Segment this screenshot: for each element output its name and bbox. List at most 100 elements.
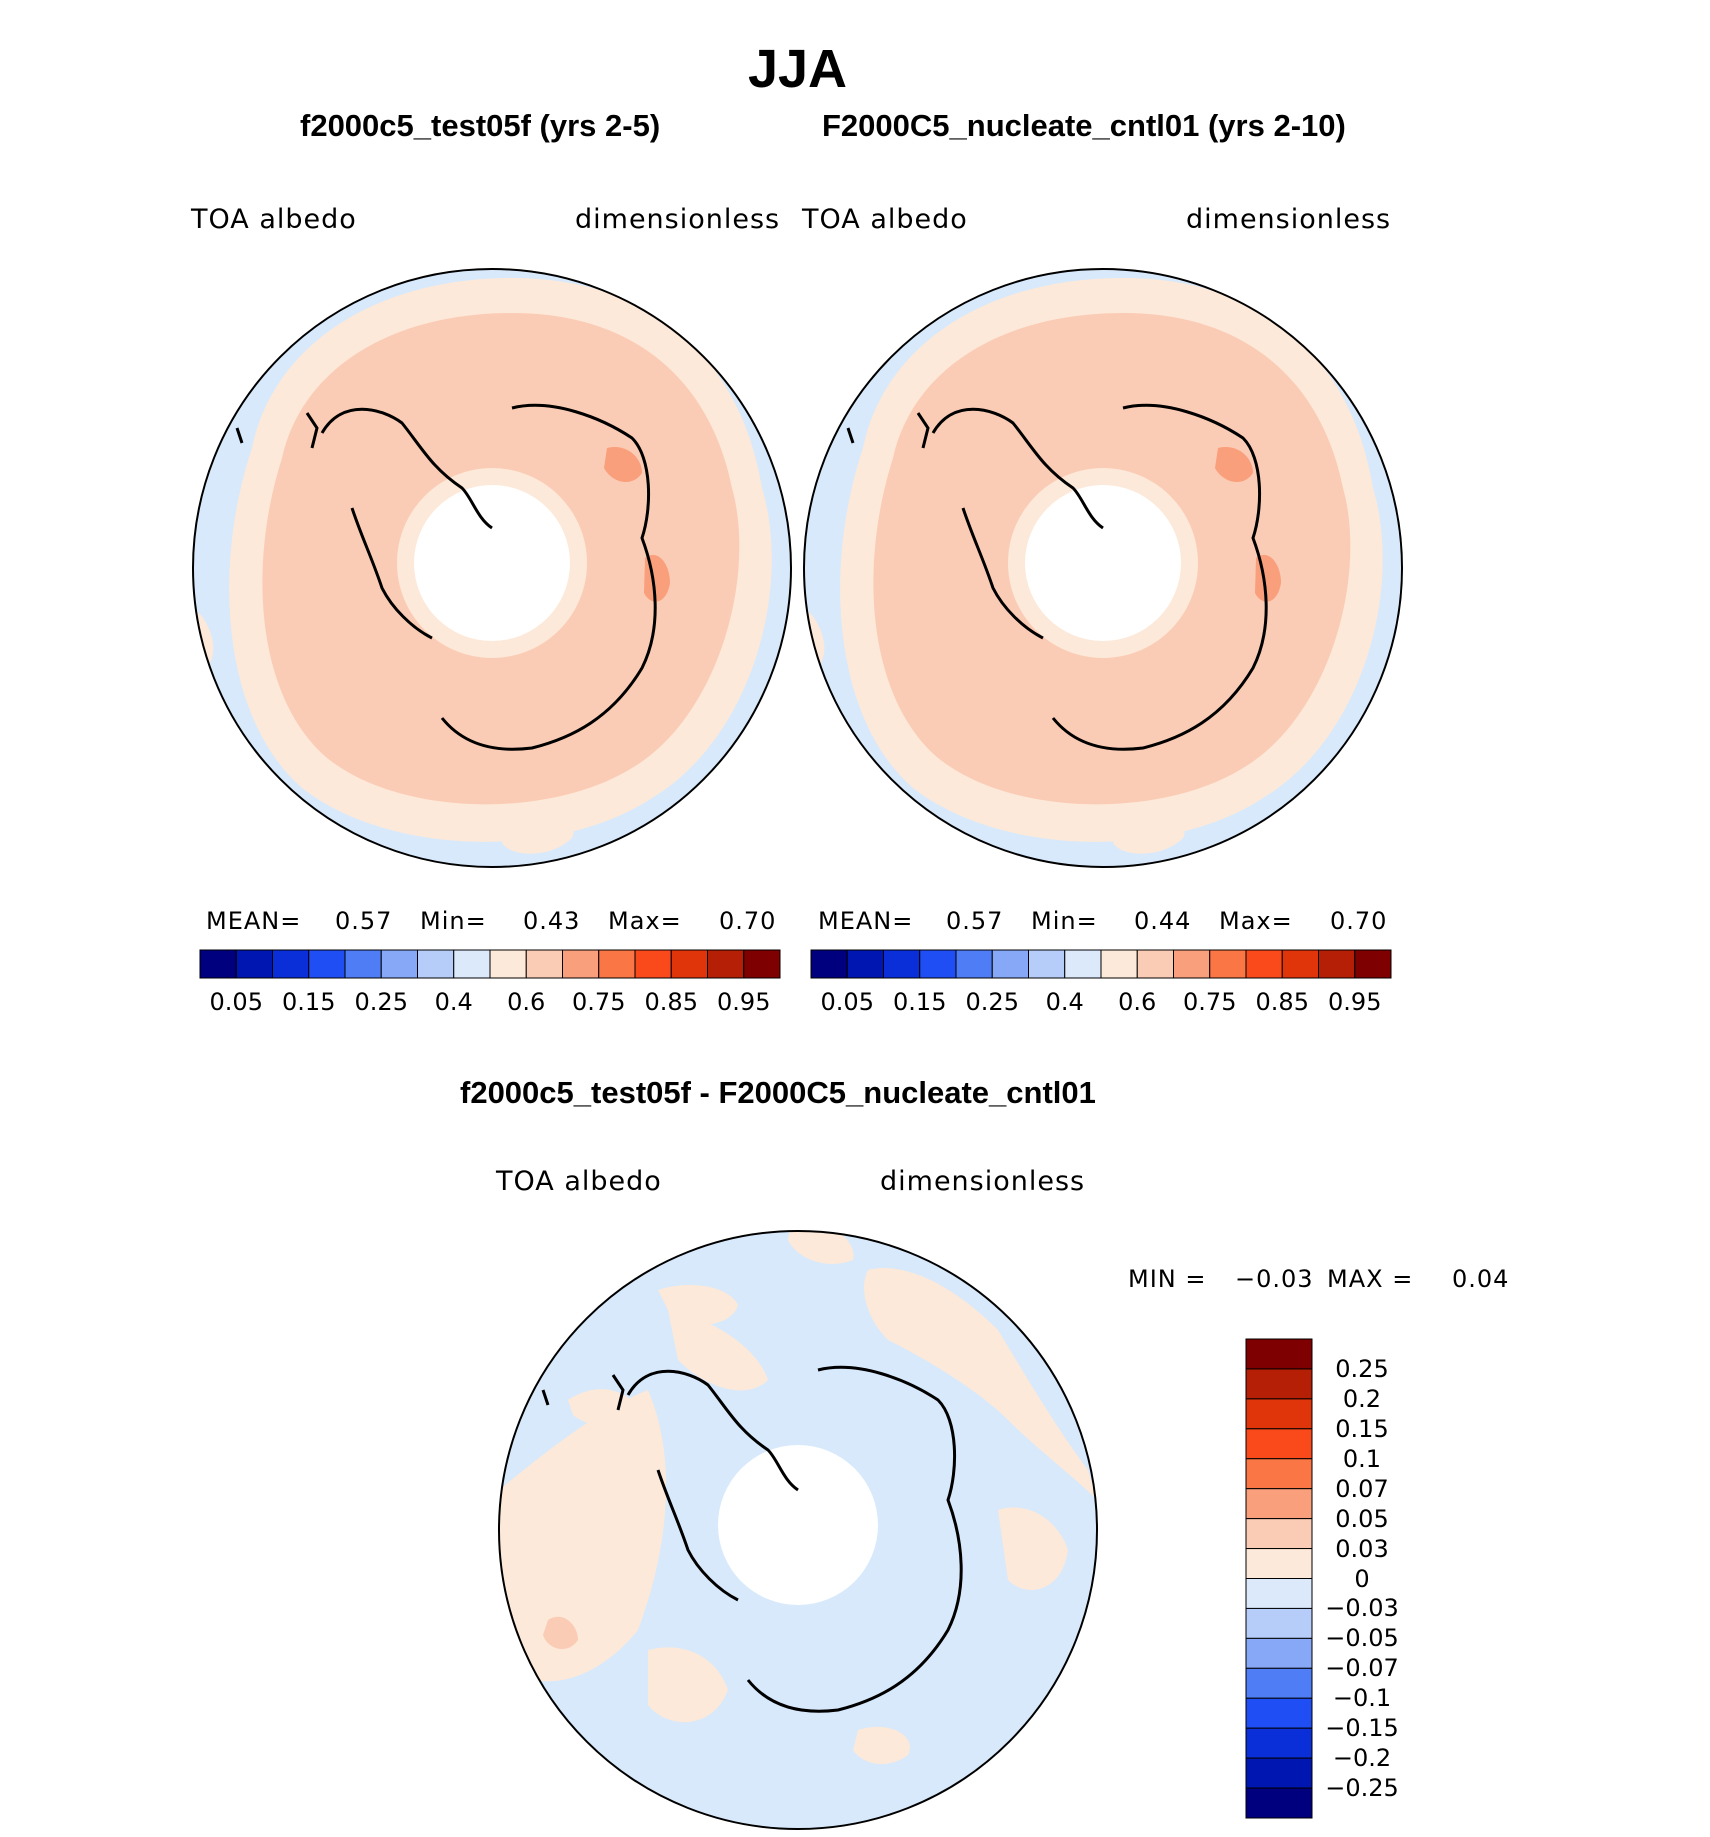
diff-colorbar (1245, 1338, 1313, 1819)
right-colorbar-box (1136, 949, 1174, 979)
left-colorbar-tick-label: 0.95 (717, 988, 771, 1016)
diff-colorbar-tick-label: 0.1 (1342, 1444, 1382, 1473)
right-colorbar-box (1245, 949, 1283, 979)
diff-colorbar-box (1245, 1787, 1313, 1819)
right-colorbar-box (1100, 949, 1138, 979)
right-colorbar-tick-label: 0.95 (1328, 988, 1382, 1016)
right-mean-label: MEAN= (818, 907, 914, 935)
diff-variable-label: TOA albedo (496, 1166, 662, 1197)
right-colorbar-box (919, 949, 957, 979)
left-colorbar-box (707, 949, 745, 979)
diff-colorbar-box (1245, 1488, 1313, 1520)
left-colorbar-tick-label: 0.75 (572, 988, 626, 1016)
diff-colorbar-tick-label: 0.05 (1335, 1504, 1389, 1533)
diff-colorbar-tick-label: −0.03 (1325, 1594, 1399, 1623)
left-colorbar-box (235, 949, 273, 979)
right-colorbar-box (955, 949, 993, 979)
diff-map-border (498, 1230, 1098, 1830)
left-colorbar-box (344, 949, 382, 979)
right-panel-title: F2000C5_nucleate_cntl01 (yrs 2-10) (822, 108, 1346, 143)
diff-panel-title: f2000c5_test05f - F2000C5_nucleate_cntl0… (460, 1075, 1096, 1110)
diff-colorbar-box (1245, 1578, 1313, 1609)
left-colorbar-box (489, 949, 527, 979)
diff-colorbar-tick-label: −0.07 (1325, 1654, 1399, 1683)
left-colorbar-box (417, 949, 455, 979)
diff-max-label: MAX = (1327, 1265, 1414, 1293)
right-colorbar-tick-label: 0.15 (893, 988, 947, 1016)
right-mean-value: 0.57 (946, 907, 1004, 935)
right-max-label: Max= (1219, 907, 1293, 935)
left-min-label: Min= (420, 907, 487, 935)
left-colorbar (199, 949, 781, 979)
left-colorbar-tick-label: 0.85 (644, 988, 698, 1016)
left-polar-map (193, 269, 791, 867)
right-colorbar (810, 949, 1392, 979)
right-max-value: 0.70 (1330, 907, 1388, 935)
diff-colorbar-tick-label: −0.25 (1325, 1774, 1399, 1803)
right-colorbar-tick-label: 0.4 (1045, 988, 1084, 1016)
diff-colorbar-tick-label: −0.05 (1325, 1624, 1399, 1653)
left-colorbar-box (199, 949, 237, 979)
left-min-value: 0.43 (523, 907, 581, 935)
right-colorbar-box (1281, 949, 1319, 979)
right-colorbar-box (1209, 949, 1247, 979)
left-mean-value: 0.57 (335, 907, 393, 935)
left-mean-label: MEAN= (206, 907, 302, 935)
left-colorbar-box (634, 949, 672, 979)
left-colorbar-box (562, 949, 600, 979)
diff-colorbar-box (1245, 1607, 1313, 1639)
right-colorbar-tick-label: 0.85 (1255, 988, 1309, 1016)
diff-colorbar-tick-label: 0.25 (1335, 1354, 1389, 1383)
left-colorbar-box (308, 949, 346, 979)
diff-colorbar-box (1245, 1548, 1313, 1579)
left-colorbar-tick-label: 0.15 (282, 988, 336, 1016)
left-max-value: 0.70 (719, 907, 777, 935)
diff-max-value: 0.04 (1452, 1265, 1510, 1293)
right-colorbar-box (1028, 949, 1066, 979)
right-map-border (803, 268, 1403, 868)
left-max-label: Max= (608, 907, 682, 935)
diff-units-label: dimensionless (880, 1166, 1086, 1197)
right-variable-label: TOA albedo (802, 204, 968, 235)
diff-colorbar-tick-label: 0.03 (1335, 1534, 1389, 1563)
diff-colorbar-box (1245, 1667, 1313, 1699)
diff-colorbar-box (1245, 1458, 1313, 1490)
left-colorbar-box (598, 949, 636, 979)
right-colorbar-box (991, 949, 1029, 979)
diff-colorbar-box (1245, 1727, 1313, 1759)
diff-colorbar-tick-label: −0.1 (1332, 1684, 1392, 1713)
left-colorbar-box (380, 949, 418, 979)
diff-colorbar-box (1245, 1518, 1313, 1550)
left-units-label: dimensionless (575, 204, 781, 235)
left-colorbar-box (525, 949, 563, 979)
diff-colorbar-box (1245, 1637, 1313, 1669)
left-colorbar-tick-label: 0.25 (354, 988, 408, 1016)
left-colorbar-box (743, 949, 781, 979)
diff-colorbar-box (1245, 1697, 1313, 1729)
right-colorbar-box (1064, 949, 1102, 979)
right-units-label: dimensionless (1186, 204, 1392, 235)
right-colorbar-tick-label: 0.25 (965, 988, 1019, 1016)
right-colorbar-box (1173, 949, 1211, 979)
main-title: JJA (747, 39, 848, 99)
right-colorbar-box (1318, 949, 1356, 979)
right-min-label: Min= (1031, 907, 1098, 935)
right-colorbar-tick-label: 0.6 (1118, 988, 1157, 1016)
left-map-border (192, 268, 792, 868)
left-colorbar-box (453, 949, 491, 979)
right-colorbar-box (1354, 949, 1392, 979)
diff-colorbar-box (1245, 1368, 1313, 1400)
diff-colorbar-box (1245, 1428, 1313, 1460)
diff-min-value: −0.03 (1235, 1265, 1314, 1293)
diff-colorbar-box (1245, 1338, 1313, 1370)
right-colorbar-box (883, 949, 921, 979)
diff-colorbar-tick-label: 0.15 (1335, 1414, 1389, 1443)
left-colorbar-tick-label: 0.4 (434, 988, 473, 1016)
left-panel-title: f2000c5_test05f (yrs 2-5) (300, 108, 661, 143)
diff-min-label: MIN = (1128, 1265, 1207, 1293)
right-min-value: 0.44 (1134, 907, 1192, 935)
right-polar-map (804, 269, 1402, 867)
left-colorbar-tick-label: 0.05 (209, 988, 263, 1016)
diff-colorbar-tick-label: −0.2 (1332, 1744, 1392, 1773)
